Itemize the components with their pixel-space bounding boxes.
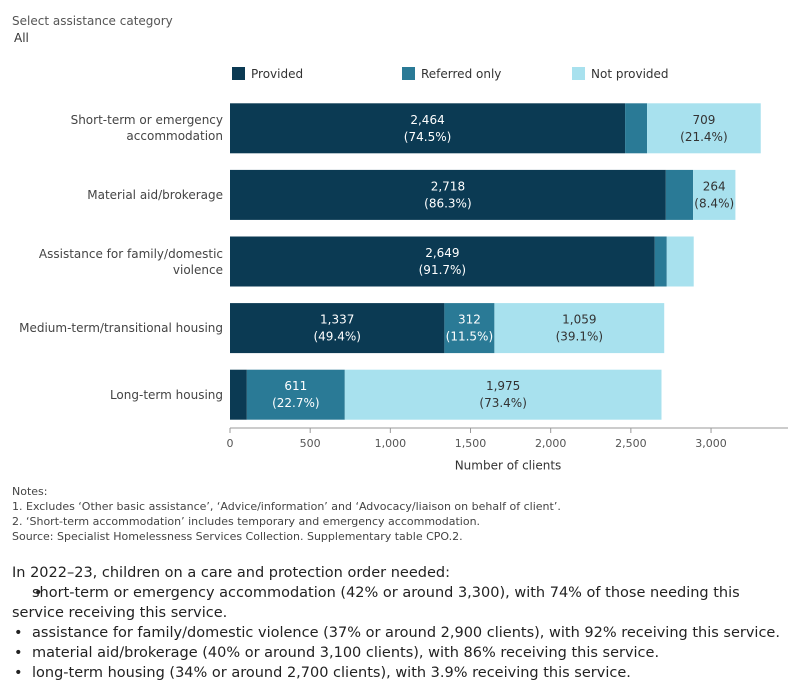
legend-swatch	[572, 67, 585, 80]
bar-segment	[246, 369, 345, 420]
note: 2. ‘Short-term accommodation’ includes t…	[12, 515, 481, 528]
legend-label: Referred only	[421, 67, 501, 81]
value-label: 2,718	[431, 179, 465, 193]
x-tick-label: 500	[300, 437, 321, 450]
category-label: Material aid/brokerage	[87, 187, 223, 202]
share-label: (49.4%)	[313, 330, 360, 344]
filter-value[interactable]: All	[14, 31, 29, 45]
x-tick-label: 2,500	[615, 437, 647, 450]
x-tick-label: 1,000	[375, 437, 407, 450]
x-tick-label: 3,000	[695, 437, 727, 450]
chart: Provided Referred only Not provided 0 500 1,0…	[227, 67, 788, 473]
share-label: (22.7%)	[272, 396, 319, 410]
value-label: 312	[458, 313, 481, 327]
x-axis-title: Number of clients	[455, 459, 562, 473]
bar-segment	[230, 369, 247, 420]
source: Source: Specialist Homelessness Services…	[12, 530, 463, 543]
value-label: 2,649	[425, 246, 459, 260]
value-label: 1,059	[562, 313, 596, 327]
summary-list: short-term or emergency accommodation (4…	[12, 583, 792, 683]
filter-label: Select assistance category	[12, 14, 173, 28]
legend-label: Provided	[251, 67, 303, 81]
bar-segment	[444, 303, 495, 354]
value-label: 1,337	[320, 313, 354, 327]
notes: Notes: 1. Excludes ‘Other basic assistan…	[12, 484, 561, 544]
value-label: 611	[284, 379, 307, 393]
legend-label: Not provided	[591, 67, 669, 81]
bar-segment	[693, 169, 736, 220]
summary-bullet: material aid/brokerage (40% or around 3,…	[12, 643, 792, 663]
bar-segment	[344, 369, 662, 420]
summary-bullet: long-term housing (34% or around 2,700 c…	[12, 663, 792, 683]
value-label: 1,975	[486, 379, 520, 393]
legend-swatch	[232, 67, 245, 80]
share-label: (74.5%)	[404, 130, 451, 144]
category-label: Medium-term/transitional housing	[19, 321, 223, 336]
summary-bullet: assistance for family/domestic violence …	[12, 623, 792, 643]
category-label: Assistance for family/domestic violence	[38, 246, 223, 277]
summary-intro: In 2022–23, children on a care and prote…	[12, 565, 450, 581]
share-label: (11.5%)	[446, 330, 493, 344]
bar-segment	[230, 103, 626, 154]
bar-segment	[494, 303, 665, 354]
summary: In 2022–23, children on a care and prote…	[12, 563, 792, 683]
bar-segment	[625, 103, 648, 154]
share-label: (21.4%)	[680, 130, 727, 144]
note: 1. Excludes ‘Other basic assistance’, ‘A…	[12, 500, 561, 513]
share-label: (39.1%)	[556, 330, 603, 344]
value-label: 709	[692, 113, 715, 127]
value-label: 264	[703, 179, 726, 193]
bar-segment	[230, 303, 445, 354]
legend-swatch	[402, 67, 415, 80]
bar-segment	[230, 236, 655, 287]
share-label: (86.3%)	[424, 196, 471, 210]
bar-segment	[665, 169, 694, 220]
value-label: 2,464	[410, 113, 444, 127]
x-tick-label: 1,500	[455, 437, 487, 450]
share-label: (91.7%)	[419, 263, 466, 277]
notes-heading: Notes:	[12, 485, 48, 498]
category-label: Short-term or emergency accommodation	[70, 113, 223, 144]
category-label: Long-term housing	[109, 387, 223, 402]
share-label: (73.4%)	[479, 396, 526, 410]
bar-segment	[230, 169, 666, 220]
bar-segment	[647, 103, 761, 154]
x-tick-label: 0	[227, 437, 234, 450]
share-label: (8.4%)	[694, 196, 734, 210]
summary-bullet: short-term or emergency accommodation (4…	[12, 583, 792, 623]
x-tick-label: 2,000	[535, 437, 567, 450]
bar-segment	[654, 236, 667, 287]
bar-segment	[666, 236, 694, 287]
